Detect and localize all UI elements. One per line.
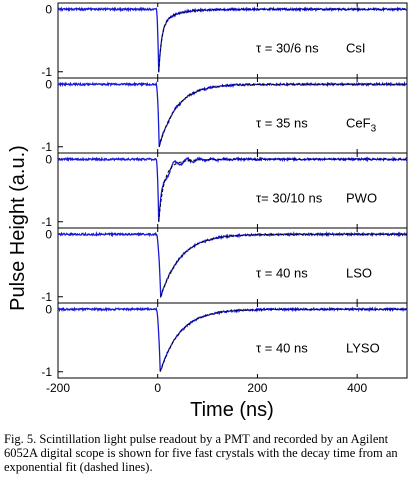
crystal-label: CeF3: [346, 116, 377, 135]
decay-time-label: τ = 40 ns: [256, 341, 308, 356]
y-tick-label: -1: [41, 215, 52, 229]
exponential-fit-line: [158, 8, 407, 72]
y-tick-label: 0: [45, 302, 52, 316]
decay-time-label: τ = 30/6 ns: [256, 41, 319, 56]
panel-cef3: 0 -1 τ = 35 ns CeF3: [41, 77, 408, 154]
panel-frame: [57, 302, 408, 379]
y-tick-label: 0: [45, 77, 52, 91]
decay-time-label: τ= 30/10 ns: [256, 191, 323, 206]
y-tick-label: -1: [41, 365, 52, 379]
exponential-fit-line: [159, 308, 407, 372]
panel-csi: 0 -1 τ = 30/6 ns CsI: [41, 2, 408, 79]
panel-lso: 0 -1 τ = 40 ns LSO: [41, 227, 408, 304]
measured-pulse-line: [57, 155, 408, 222]
crystal-label-subscript: 3: [371, 124, 377, 135]
y-tick-label: 0: [45, 2, 52, 16]
crystal-label: PWO: [346, 191, 377, 206]
x-axis-title: Time (ns): [190, 399, 274, 421]
y-axis-title: Pulse Height (a.u.): [7, 145, 29, 311]
y-tick-label: 0: [45, 227, 52, 241]
y-tick-label: -1: [41, 290, 52, 304]
decay-time-label: τ = 35 ns: [256, 116, 308, 131]
x-tick-label: -200: [46, 381, 70, 395]
exponential-fit-line: [160, 233, 407, 297]
y-tick-label: -1: [41, 65, 52, 79]
exponential-fit-line: [158, 83, 407, 147]
y-tick-label: 0: [45, 152, 52, 166]
x-tick-label: 0: [154, 381, 161, 395]
figure-caption: Fig. 5. Scintillation light pulse readou…: [4, 432, 398, 474]
panel-pwo: 0 -1 τ= 30/10 ns PWO: [41, 152, 408, 229]
crystal-label: CsI: [346, 41, 366, 56]
x-tick-label: 400: [347, 381, 367, 395]
crystal-label: LSO: [346, 266, 372, 281]
x-tick-label: 200: [247, 381, 267, 395]
pulse-shape-figure: Pulse Height (a.u.) Time (ns) 0-1τ = 30/…: [7, 2, 408, 421]
crystal-label: LYSO: [346, 341, 380, 356]
exponential-fit-line: [158, 158, 407, 222]
y-tick-label: -1: [41, 140, 52, 154]
decay-time-label: τ = 40 ns: [256, 266, 308, 281]
panel-lyso: 0 -1 τ = 40 ns LYSO: [41, 302, 408, 379]
